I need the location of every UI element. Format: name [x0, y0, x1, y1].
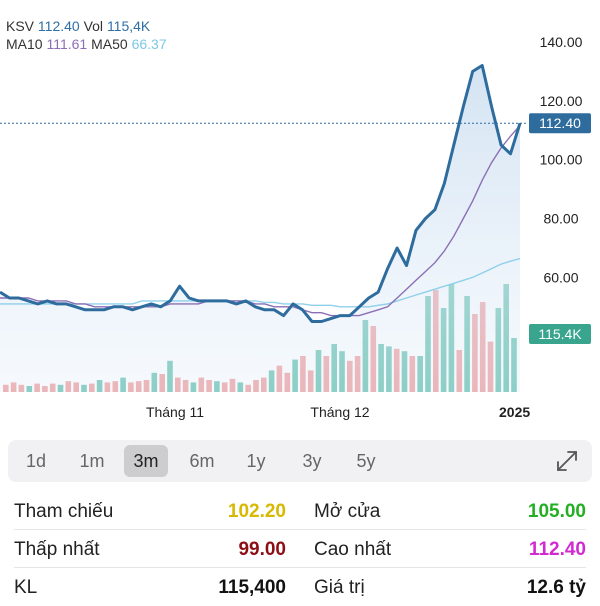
y-tick-label: 140.00: [540, 34, 583, 50]
x-tick-label: Tháng 12: [310, 404, 369, 420]
open-label: Mở cửa: [314, 501, 381, 522]
vol-label: KL: [14, 577, 38, 598]
high-value: 112.40: [528, 539, 586, 560]
y-tick-label: 60.00: [543, 269, 578, 285]
tab-1y[interactable]: 1y: [246, 451, 266, 471]
ma10-label: MA10: [6, 36, 43, 52]
current-volume-badge: [529, 324, 591, 344]
price-chart[interactable]: 140.00120.00100.0080.0060.0040.00112.401…: [0, 0, 600, 430]
range-tabs: 1d 1m 3m 6m 1y 3y 5y: [8, 440, 592, 482]
ma50-label: MA50: [91, 36, 128, 52]
x-tick-label: 2025: [499, 404, 530, 420]
symbol-label: KSV: [6, 18, 35, 34]
low-value: 99.00: [238, 539, 286, 560]
open-value: 105.00: [527, 501, 586, 522]
vol-label: Vol: [83, 18, 104, 34]
x-tick-label: Tháng 11: [146, 404, 204, 420]
high-label: Cao nhất: [314, 539, 392, 560]
y-tick-label: 100.00: [540, 152, 583, 168]
y-tick-label: 120.00: [540, 93, 583, 109]
tab-1d[interactable]: 1d: [25, 451, 47, 471]
trade-value: 12.6 tỷ: [526, 577, 586, 598]
tab-3m[interactable]: 3m: [124, 445, 168, 477]
tab-3y[interactable]: 3y: [302, 451, 322, 471]
legend-price: 112.40: [37, 18, 80, 34]
price-area: [0, 65, 520, 392]
volume-value: 115,400: [218, 577, 286, 598]
divider: [14, 529, 586, 530]
legend-row-ma: MA10 111.61 MA50 66.37: [6, 36, 167, 53]
expand-icon[interactable]: [554, 448, 580, 474]
stats-row-vol-value: KL 115,400 Giá trị 12.6 tỷ: [0, 568, 600, 606]
tab-5y[interactable]: 5y: [356, 451, 376, 471]
legend-ma50: 66.37: [131, 36, 167, 52]
chart-canvas[interactable]: 140.00120.00100.0080.0060.0040.00112.401…: [0, 0, 600, 430]
ref-label: Tham chiếu: [14, 501, 114, 522]
legend-row-price: KSV 112.40 Vol 115,4K: [6, 18, 150, 35]
stats-row-ref-open: Tham chiếu 102.20 Mở cửa 105.00: [0, 492, 600, 530]
current-price-label: 112.40: [539, 115, 581, 131]
stats-row-low-high: Thấp nhất 99.00 Cao nhất 112.40: [0, 530, 600, 568]
ma10-line: [0, 125, 521, 317]
tab-6m[interactable]: 6m: [189, 451, 215, 471]
tab-1m[interactable]: 1m: [79, 451, 105, 471]
legend-ma10: 111.61: [46, 36, 88, 52]
trade-value-label: Giá trị: [314, 577, 365, 598]
legend-volume: 115,4K: [106, 18, 151, 34]
current-volume-label: 115.4K: [538, 326, 582, 342]
ref-value: 102.20: [227, 501, 286, 522]
price-line: [0, 64, 522, 323]
current-price-badge: [529, 113, 591, 134]
y-tick-label: 80.00: [543, 211, 578, 227]
low-label: Thấp nhất: [14, 539, 100, 560]
divider: [14, 567, 586, 568]
